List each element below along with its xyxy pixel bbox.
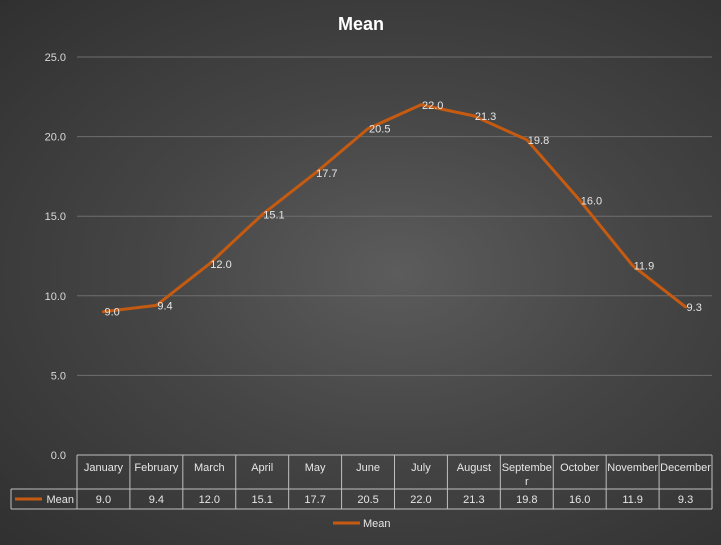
x-category-label: May — [305, 462, 326, 474]
data-label: 19.8 — [528, 135, 549, 147]
table-value-cell: 17.7 — [304, 494, 325, 506]
table-value-cell: 15.1 — [251, 494, 272, 506]
x-category-label: July — [411, 462, 431, 474]
table-value-cell: 19.8 — [516, 494, 537, 506]
y-tick-label: 15.0 — [45, 211, 66, 223]
data-label: 9.3 — [687, 302, 702, 314]
x-category-label: October — [560, 462, 599, 474]
y-tick-label: 10.0 — [45, 291, 66, 303]
table-value-cell: 11.9 — [622, 494, 643, 506]
data-label: 16.0 — [581, 195, 602, 207]
x-category-label: March — [194, 462, 225, 474]
legend-label-mean: Mean — [363, 518, 391, 530]
data-label: 11.9 — [634, 261, 655, 273]
y-tick-label: 25.0 — [45, 52, 66, 64]
chart-title: Mean — [338, 14, 384, 34]
data-label: 21.3 — [475, 111, 496, 123]
x-category-label: r — [525, 476, 529, 488]
table-value-cell: 20.5 — [357, 494, 378, 506]
y-tick-label: 0.0 — [51, 450, 66, 462]
x-category-label: Septembe — [502, 462, 552, 474]
table-value-cell: 16.0 — [569, 494, 590, 506]
data-label: 15.1 — [263, 210, 284, 222]
data-label: 9.0 — [104, 307, 119, 319]
table-value-cell: 12.0 — [199, 494, 220, 506]
x-category-label: February — [134, 462, 179, 474]
table-series-name: Mean — [46, 494, 74, 506]
data-label: 20.5 — [369, 124, 390, 136]
data-label: 22.0 — [422, 100, 443, 112]
y-tick-label: 20.0 — [45, 132, 66, 144]
table-value-cell: 9.0 — [96, 494, 111, 506]
table-value-cell: 22.0 — [410, 494, 431, 506]
x-category-label: June — [356, 462, 380, 474]
table-value-cell: 21.3 — [463, 494, 484, 506]
series-line-mean — [101, 103, 688, 314]
x-category-label: November — [607, 462, 658, 474]
data-label: 17.7 — [316, 168, 337, 180]
data-label: 9.4 — [157, 300, 172, 312]
table-value-cell: 9.3 — [678, 494, 693, 506]
table-value-cell: 9.4 — [149, 494, 164, 506]
data-label: 12.0 — [210, 259, 231, 271]
x-category-label: December — [660, 462, 711, 474]
x-category-label: April — [251, 462, 273, 474]
x-category-label: January — [84, 462, 124, 474]
y-tick-label: 5.0 — [51, 370, 66, 382]
x-category-label: August — [457, 462, 491, 474]
